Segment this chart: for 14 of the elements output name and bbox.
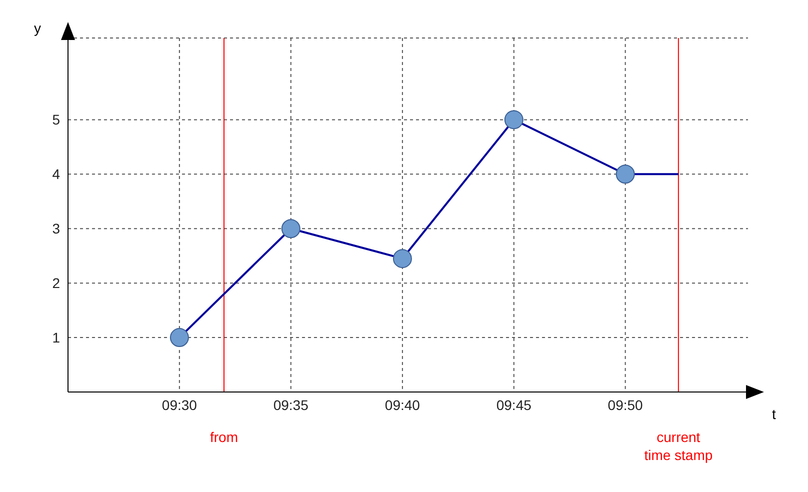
y-tick-label: 1 [52,330,60,346]
y-axis-title: y [34,20,41,36]
x-tick-label: 09:35 [273,396,309,413]
y-tick-label: 2 [52,275,60,292]
x-tick-label: 09:45 [496,396,532,413]
x-tick-label: 09:50 [608,396,644,413]
x-axis-title: t [772,406,776,422]
ref-line-label: from [208,428,239,446]
y-tick-label: 3 [52,220,60,237]
x-tick-label: 09:30 [162,396,198,413]
ref-line-label: current time stamp [643,428,714,464]
y-tick-label: 5 [52,112,60,128]
y-tick-label: 4 [52,166,60,182]
x-tick-label: 09:40 [384,396,420,413]
